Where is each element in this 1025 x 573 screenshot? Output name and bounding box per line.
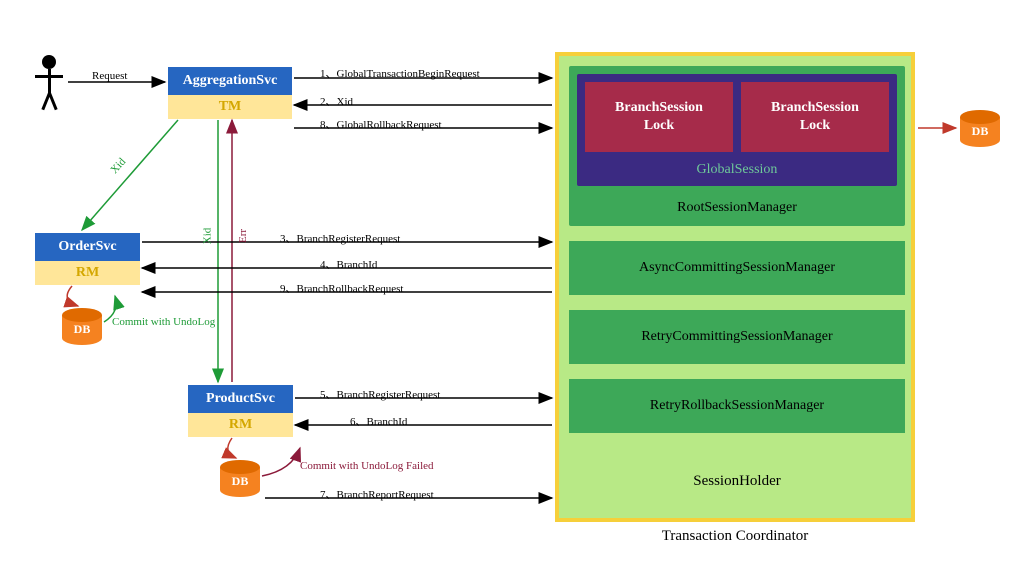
async-mgr-box: AsyncCommittingSessionManager xyxy=(569,241,905,295)
product-rm-box: RM xyxy=(188,413,293,437)
label-e4: 4、BranchId xyxy=(320,256,377,272)
product-title: ProductSvc xyxy=(206,391,275,407)
retry-rollback-label: RetryRollbackSessionManager xyxy=(650,398,824,414)
label-xid-product: Xid xyxy=(201,228,213,245)
label-e8: 8、GlobalRollbackRequest xyxy=(320,116,442,132)
tc-outer: BranchSession Lock BranchSession Lock Gl… xyxy=(555,52,915,522)
order-sub: RM xyxy=(76,265,99,281)
product-svc-box: ProductSvc xyxy=(188,385,293,413)
label-xid-order: Xid xyxy=(108,156,128,176)
branch2-label: BranchSession Lock xyxy=(771,99,859,135)
session-holder-label: SessionHolder xyxy=(559,451,915,511)
label-request: Request xyxy=(92,70,127,82)
branch-session-1: BranchSession Lock xyxy=(585,82,733,152)
label-e2: 2、Xid xyxy=(320,93,353,109)
label-e6: 6、BranchId xyxy=(350,413,407,429)
root-mgr-box: BranchSession Lock BranchSession Lock Gl… xyxy=(569,66,905,226)
global-session-label: GlobalSession xyxy=(577,158,897,182)
order-svc-box: OrderSvc xyxy=(35,233,140,261)
aggregation-tm-box: TM xyxy=(168,95,292,119)
branch-session-2: BranchSession Lock xyxy=(741,82,889,152)
global-session-box: BranchSession Lock BranchSession Lock Gl… xyxy=(577,74,897,186)
label-e9: 9、BranchRollbackRequest xyxy=(280,280,403,296)
label-err: Err xyxy=(237,229,249,243)
order-title: OrderSvc xyxy=(58,239,116,255)
label-e7: 7、BranchReportRequest xyxy=(320,486,434,502)
retry-commit-box: RetryCommittingSessionManager xyxy=(569,310,905,364)
async-mgr-label: AsyncCommittingSessionManager xyxy=(639,260,835,276)
tc-label: Transaction Coordinator xyxy=(555,528,915,545)
label-commit-fail: Commit with UndoLog Failed xyxy=(300,460,434,472)
product-sub: RM xyxy=(229,417,252,433)
label-e1: 1、GlobalTransactionBeginRequest xyxy=(320,65,480,81)
label-e5: 5、BranchRegisterRequest xyxy=(320,386,440,402)
order-rm-box: RM xyxy=(35,261,140,285)
label-commit-undo: Commit with UndoLog xyxy=(112,316,215,328)
retry-commit-label: RetryCommittingSessionManager xyxy=(641,329,832,345)
label-e3: 3、BranchRegisterRequest xyxy=(280,230,400,246)
aggregation-svc-box: AggregationSvc xyxy=(168,67,292,95)
branch1-label: BranchSession Lock xyxy=(615,99,703,135)
aggregation-title: AggregationSvc xyxy=(183,73,278,89)
aggregation-sub: TM xyxy=(219,99,242,115)
retry-rollback-box: RetryRollbackSessionManager xyxy=(569,379,905,433)
root-mgr-label: RootSessionManager xyxy=(569,194,905,222)
